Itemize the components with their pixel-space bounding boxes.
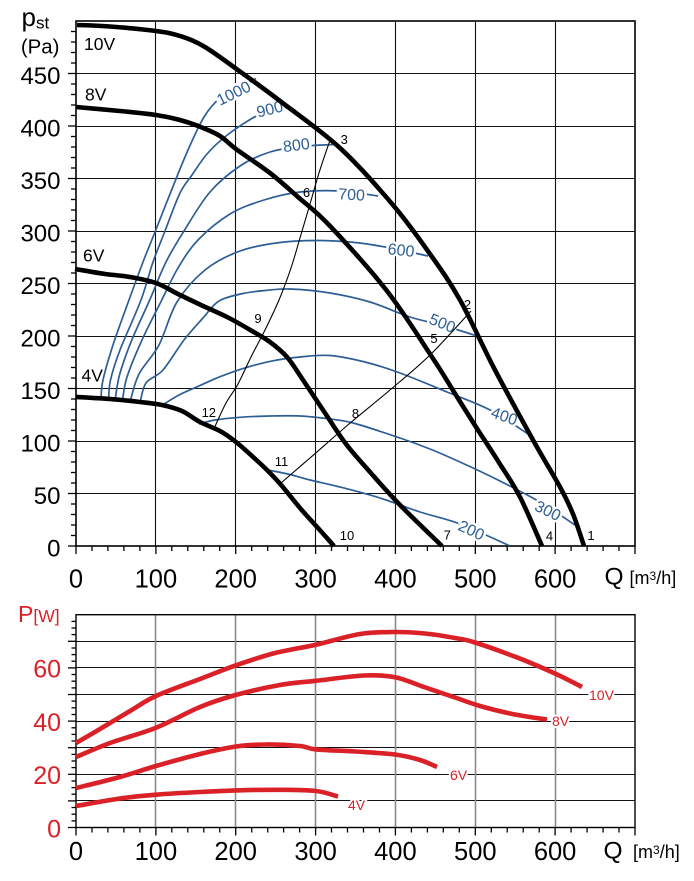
- svg-text:4V: 4V: [82, 365, 104, 385]
- svg-text:0: 0: [69, 838, 83, 866]
- svg-text:40: 40: [33, 709, 61, 737]
- svg-text:20: 20: [33, 762, 61, 790]
- svg-text:700: 700: [338, 186, 366, 204]
- svg-text:11: 11: [275, 454, 289, 469]
- svg-text:1000: 1000: [214, 79, 254, 110]
- svg-text:500: 500: [454, 566, 497, 594]
- svg-text:6: 6: [303, 185, 310, 200]
- svg-text:200: 200: [214, 566, 257, 594]
- svg-text:350: 350: [20, 168, 60, 195]
- svg-text:300: 300: [532, 498, 564, 525]
- svg-text:100: 100: [135, 566, 178, 594]
- svg-text:8V: 8V: [85, 85, 107, 105]
- svg-text:500: 500: [454, 838, 497, 866]
- svg-text:400: 400: [20, 115, 60, 142]
- svg-text:pst: pst: [22, 2, 50, 33]
- svg-text:600: 600: [534, 566, 577, 594]
- svg-text:[m3/h]: [m3/h]: [633, 842, 680, 862]
- svg-text:60: 60: [33, 656, 61, 684]
- svg-text:3: 3: [341, 132, 348, 147]
- svg-text:50: 50: [34, 483, 61, 510]
- svg-text:6V: 6V: [83, 246, 105, 266]
- svg-text:0: 0: [69, 566, 83, 594]
- svg-text:200: 200: [455, 518, 486, 545]
- svg-text:300: 300: [294, 838, 337, 866]
- svg-text:100: 100: [20, 430, 60, 457]
- svg-text:4: 4: [546, 529, 553, 544]
- svg-text:8: 8: [352, 406, 359, 421]
- svg-text:10: 10: [340, 528, 354, 543]
- svg-text:2: 2: [464, 297, 471, 312]
- svg-text:Q: Q: [605, 564, 624, 591]
- svg-text:0: 0: [47, 815, 61, 843]
- svg-text:8V: 8V: [552, 713, 570, 729]
- svg-text:600: 600: [387, 241, 415, 261]
- svg-text:5: 5: [430, 331, 437, 346]
- svg-text:300: 300: [20, 220, 60, 247]
- svg-text:4V: 4V: [348, 797, 366, 813]
- svg-text:450: 450: [20, 63, 60, 90]
- svg-text:(Pa): (Pa): [21, 36, 60, 58]
- svg-text:200: 200: [20, 325, 60, 352]
- svg-text:400: 400: [374, 838, 417, 866]
- svg-text:6V: 6V: [450, 767, 468, 783]
- svg-text:P[W]: P[W]: [18, 601, 60, 627]
- svg-text:[m3/h]: [m3/h]: [630, 568, 677, 588]
- svg-text:7: 7: [444, 528, 451, 543]
- svg-text:250: 250: [20, 273, 60, 300]
- svg-text:Q: Q: [604, 838, 623, 865]
- svg-text:300: 300: [294, 566, 337, 594]
- svg-text:400: 400: [374, 566, 417, 594]
- svg-text:800: 800: [282, 136, 311, 156]
- svg-text:100: 100: [135, 838, 178, 866]
- svg-text:1: 1: [587, 528, 594, 543]
- svg-text:0: 0: [47, 535, 60, 562]
- svg-text:200: 200: [214, 838, 257, 866]
- svg-text:10V: 10V: [589, 687, 615, 703]
- svg-text:150: 150: [20, 378, 60, 405]
- svg-text:12: 12: [202, 405, 216, 420]
- svg-text:9: 9: [254, 311, 261, 326]
- svg-text:10V: 10V: [84, 34, 115, 54]
- svg-text:600: 600: [534, 838, 577, 866]
